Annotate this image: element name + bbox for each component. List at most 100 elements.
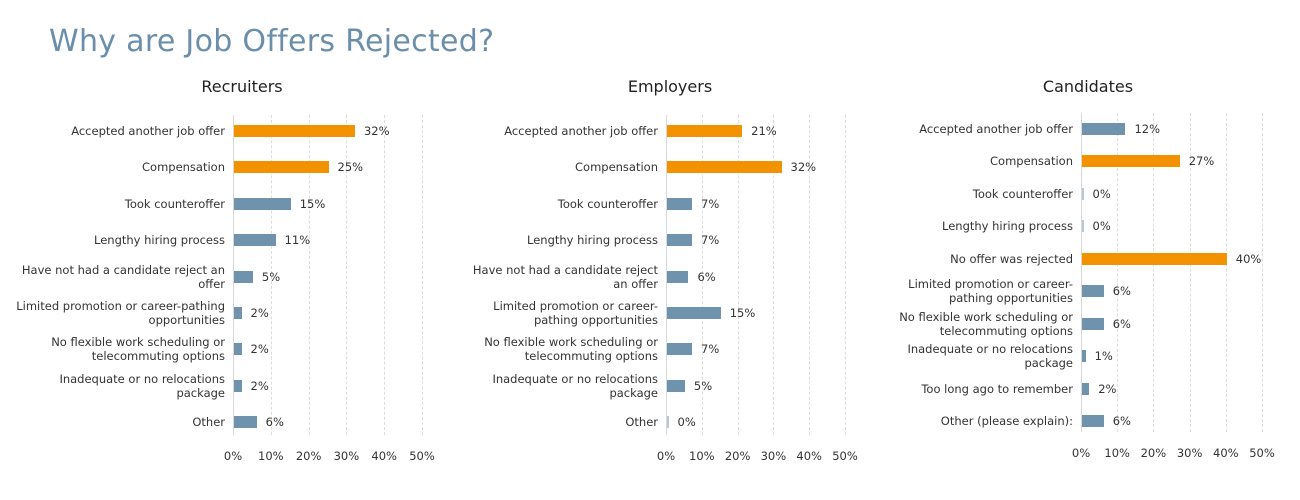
data-label: 2% bbox=[250, 378, 269, 393]
gridline bbox=[1262, 113, 1263, 432]
data-label: 6% bbox=[1112, 284, 1131, 299]
x-tick-label: 20% bbox=[724, 449, 751, 463]
bar bbox=[667, 234, 693, 247]
x-tick-label: 50% bbox=[832, 449, 858, 463]
gridline bbox=[1117, 113, 1119, 432]
bar bbox=[234, 379, 242, 392]
x-tick-label: 10% bbox=[689, 449, 715, 463]
x-tick-label: 50% bbox=[1249, 446, 1275, 460]
data-label: 2% bbox=[250, 305, 269, 320]
data-label: 0% bbox=[1092, 219, 1111, 234]
x-tick-label: 20% bbox=[1140, 446, 1167, 460]
bar bbox=[234, 125, 355, 137]
gridline bbox=[737, 115, 739, 435]
data-label: 32% bbox=[790, 160, 817, 175]
data-label: 2% bbox=[1098, 381, 1117, 396]
chart-title: Recruiters bbox=[201, 77, 283, 96]
data-label: 5% bbox=[693, 378, 713, 393]
category-label: Inadequate or no relocations package bbox=[59, 371, 225, 400]
category-label: Accepted another job offer bbox=[504, 124, 658, 138]
bar bbox=[667, 379, 685, 392]
gridline bbox=[845, 115, 846, 435]
category-label: Took counteroffer bbox=[972, 186, 1073, 201]
x-tick-label: 0% bbox=[1071, 446, 1091, 460]
gridline bbox=[773, 115, 775, 435]
x-tick-label: 10% bbox=[258, 449, 284, 463]
category-label: Lengthy hiring process bbox=[942, 219, 1073, 234]
category-label: No offer was rejected bbox=[950, 251, 1073, 266]
category-label: Took counteroffer bbox=[557, 196, 658, 211]
bar bbox=[234, 416, 257, 428]
data-label: 6% bbox=[1112, 316, 1131, 331]
bar bbox=[1082, 285, 1104, 298]
page-title: Why are Job Offers Rejected? bbox=[49, 24, 495, 59]
bar bbox=[667, 197, 693, 210]
gridline bbox=[1153, 113, 1155, 432]
bar bbox=[667, 161, 782, 174]
category-label: Limited promotion or career-pathing oppo… bbox=[16, 298, 225, 327]
category-label: Other bbox=[192, 415, 225, 429]
data-label: 15% bbox=[299, 196, 326, 211]
gridline bbox=[346, 115, 348, 435]
x-tick-label: 30% bbox=[760, 449, 787, 463]
y-axis-line bbox=[1081, 113, 1082, 432]
category-label: Too long ago to remember bbox=[921, 381, 1073, 396]
bar bbox=[1082, 123, 1126, 135]
gridline bbox=[701, 115, 703, 435]
category-label: Have not had a candidate reject an offer bbox=[21, 262, 225, 291]
data-label: 6% bbox=[697, 269, 716, 284]
x-tick-label: 20% bbox=[295, 449, 322, 463]
bar bbox=[667, 343, 693, 356]
data-label: 7% bbox=[701, 233, 720, 248]
bar bbox=[1082, 187, 1084, 200]
data-label: 5% bbox=[261, 269, 281, 284]
category-label: Limited promotion or career-pathing oppo… bbox=[493, 298, 658, 327]
bar bbox=[234, 270, 253, 283]
x-tick-label: 50% bbox=[409, 449, 435, 463]
x-tick-label: 40% bbox=[371, 449, 397, 463]
data-label: 6% bbox=[265, 415, 284, 429]
bar bbox=[667, 416, 669, 428]
data-label: 6% bbox=[1112, 414, 1131, 428]
bar bbox=[667, 306, 721, 319]
category-label: Compensation bbox=[142, 160, 225, 175]
category-label: Accepted another job offer bbox=[71, 124, 225, 138]
gridline bbox=[422, 115, 423, 435]
y-axis-line bbox=[666, 115, 667, 435]
category-label: Other bbox=[625, 415, 658, 429]
category-label: Lengthy hiring process bbox=[527, 233, 658, 248]
gridline bbox=[1225, 113, 1227, 432]
data-label: 1% bbox=[1094, 349, 1113, 364]
data-label: 0% bbox=[677, 415, 696, 429]
data-label: 7% bbox=[701, 196, 720, 211]
category-label: Accepted another job offer bbox=[919, 122, 1073, 136]
category-label: Compensation bbox=[575, 160, 658, 175]
data-label: 21% bbox=[751, 124, 777, 138]
x-tick-label: 40% bbox=[1213, 446, 1239, 460]
gridline bbox=[270, 115, 272, 435]
x-tick-label: 0% bbox=[656, 449, 676, 463]
category-label: No flexible work scheduling or telecommu… bbox=[484, 335, 658, 364]
data-label: 40% bbox=[1235, 251, 1262, 266]
bar bbox=[667, 270, 689, 283]
category-label: No flexible work scheduling or telecommu… bbox=[51, 335, 225, 364]
bar bbox=[234, 197, 291, 210]
bar bbox=[1082, 382, 1090, 395]
bar bbox=[234, 234, 276, 247]
category-label: Inadequate or no relocations package bbox=[907, 342, 1073, 371]
bar bbox=[234, 306, 242, 319]
bar bbox=[1082, 220, 1084, 233]
category-label: Have not had a candidate reject an offer bbox=[472, 262, 658, 291]
bar bbox=[1082, 350, 1086, 363]
x-tick-label: 10% bbox=[1104, 446, 1130, 460]
data-label: 27% bbox=[1188, 154, 1215, 169]
gridline bbox=[809, 115, 811, 435]
data-label: 25% bbox=[337, 160, 364, 175]
bar bbox=[1082, 415, 1104, 427]
category-label: Inadequate or no relocations package bbox=[492, 371, 658, 400]
bar bbox=[667, 125, 743, 137]
category-label: Compensation bbox=[990, 154, 1073, 169]
data-label: 7% bbox=[701, 342, 720, 357]
data-label: 11% bbox=[284, 233, 311, 248]
bar bbox=[234, 161, 329, 174]
